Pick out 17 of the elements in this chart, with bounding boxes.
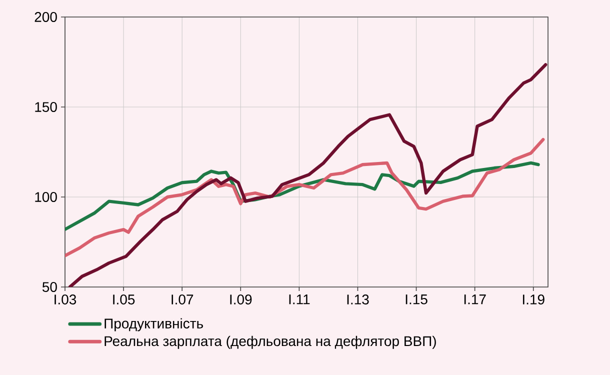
x-tick-label: I.13 (347, 294, 369, 304)
x-tick-label: I.03 (54, 294, 76, 304)
y-tick-label: 100 (35, 192, 57, 202)
x-tick-label: I.11 (289, 294, 310, 304)
x-tick-label: I.19 (522, 294, 544, 304)
y-tick-label: 200 (34, 12, 57, 22)
line-series (65, 138, 545, 258)
legend-label: Продуктивність (104, 318, 203, 332)
y-tick-label: 150 (35, 102, 57, 112)
x-tick-label: I.15 (406, 294, 428, 304)
x-tick-label: I.17 (464, 294, 486, 304)
x-tick-label: I.09 (230, 294, 252, 304)
x-tick-label: I.07 (172, 294, 194, 304)
x-tick-label: I.05 (113, 294, 135, 304)
y-tick-label: 50 (42, 282, 57, 292)
line-series (68, 63, 548, 287)
legend-label: Реальна зарплата (дефльована на дефлятор ВВП) (104, 336, 436, 349)
